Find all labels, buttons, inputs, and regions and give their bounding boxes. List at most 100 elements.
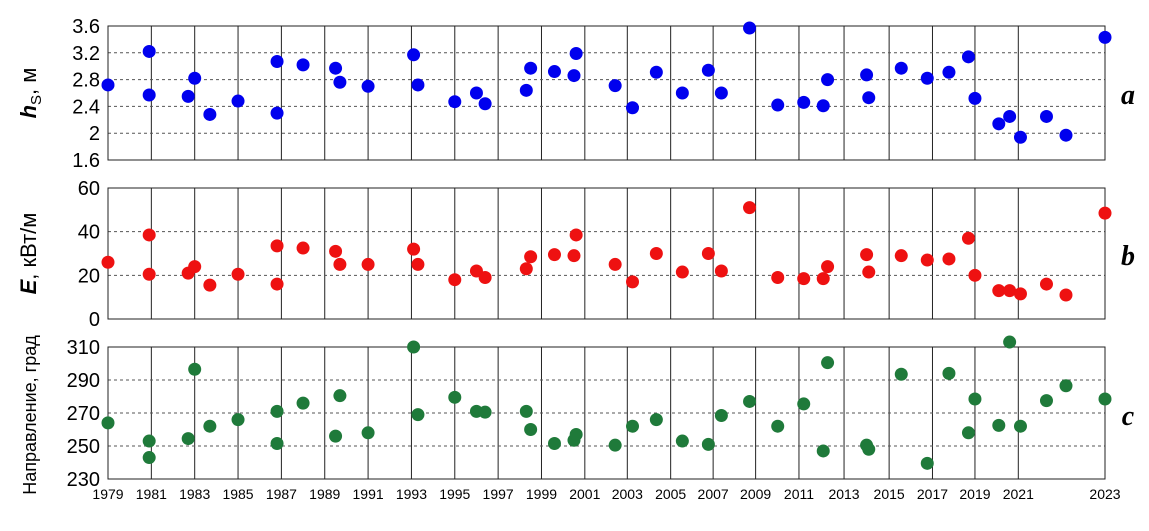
data-point [142, 228, 156, 242]
x-tick-label: 1995 [439, 486, 470, 502]
data-point [333, 257, 347, 271]
x-tick-label: 2007 [698, 486, 729, 502]
x-tick-label: 2015 [874, 486, 905, 502]
data-point [478, 405, 492, 419]
data-point [1098, 206, 1112, 220]
data-point [296, 58, 310, 72]
data-point [448, 390, 462, 404]
data-point [519, 404, 533, 418]
data-point [743, 394, 757, 408]
y-axis-label-unit: , кВт/м [16, 213, 41, 280]
data-point [649, 413, 663, 427]
data-point [1039, 109, 1053, 123]
data-point [142, 434, 156, 448]
data-point [992, 418, 1006, 432]
data-point [203, 107, 217, 121]
y-tick-label: 60 [78, 178, 100, 200]
data-point [675, 265, 689, 279]
data-point [524, 250, 538, 264]
data-point [862, 91, 876, 105]
data-point [675, 86, 689, 100]
data-point [862, 265, 876, 279]
data-point [714, 86, 728, 100]
data-point [329, 244, 343, 258]
data-point [270, 106, 284, 120]
data-point [1059, 128, 1073, 142]
data-point [181, 89, 195, 103]
y-tick-label: 270 [67, 403, 100, 425]
data-point [270, 239, 284, 253]
plot-frame [107, 187, 1106, 320]
data-point [860, 68, 874, 82]
data-point [478, 97, 492, 111]
data-point [816, 272, 830, 286]
data-point [771, 419, 785, 433]
data-point [701, 247, 715, 260]
data-point [771, 98, 785, 112]
data-point [816, 99, 830, 113]
data-point [701, 437, 715, 451]
data-point [821, 73, 835, 87]
data-point [101, 78, 115, 92]
y-axis-label-unit: , м [16, 68, 41, 95]
x-tick-label: 2011 [784, 486, 814, 502]
data-point [547, 437, 561, 451]
data-point [1059, 379, 1073, 393]
data-point [411, 257, 425, 271]
data-point [567, 249, 581, 263]
data-point [992, 284, 1006, 298]
data-point [407, 340, 421, 354]
data-point [519, 83, 533, 97]
data-point [181, 432, 195, 446]
data-point [188, 71, 202, 85]
data-point [1013, 419, 1027, 433]
x-tick-label: 1999 [526, 486, 557, 502]
data-point [270, 277, 284, 291]
data-point [608, 257, 622, 271]
data-point [942, 252, 956, 266]
x-tick-label: 1991 [353, 486, 384, 502]
data-point [992, 117, 1006, 131]
data-point [411, 408, 425, 422]
y-tick-label: 310 [67, 337, 100, 359]
y-tick-label: 2 [89, 123, 100, 145]
data-point [231, 267, 245, 281]
x-tick-label: 2021 [1003, 486, 1034, 502]
x-tick-label: 2009 [740, 486, 771, 502]
data-point [361, 426, 375, 440]
data-point [448, 273, 462, 287]
data-point [407, 242, 421, 256]
data-point [961, 50, 975, 64]
y-tick-label: 230 [67, 469, 100, 491]
data-point [188, 362, 202, 376]
x-tick-label: 2003 [612, 486, 643, 502]
data-point [714, 264, 728, 278]
data-point [862, 442, 876, 456]
x-tick-label: 1989 [309, 486, 340, 502]
data-point [942, 366, 956, 380]
data-point [701, 63, 715, 77]
data-point [626, 101, 640, 115]
data-point [296, 396, 310, 410]
data-point [821, 260, 835, 274]
data-point [1003, 284, 1017, 298]
data-point [821, 356, 835, 370]
data-point [231, 94, 245, 108]
data-point [142, 44, 156, 58]
data-point [1013, 130, 1027, 144]
data-point [894, 367, 908, 381]
data-point [569, 427, 583, 441]
x-tick-label: 1997 [483, 486, 514, 502]
y-tick-label: 0 [89, 309, 100, 331]
data-point [407, 48, 421, 62]
y-tick-label: 20 [78, 265, 100, 287]
y-axis-label: E, кВт/м [16, 213, 41, 295]
data-point [524, 423, 538, 436]
data-point [296, 241, 310, 255]
data-point [270, 437, 284, 451]
data-point [231, 413, 245, 427]
data-point [101, 416, 115, 430]
data-point [469, 86, 483, 100]
data-point [142, 267, 156, 281]
